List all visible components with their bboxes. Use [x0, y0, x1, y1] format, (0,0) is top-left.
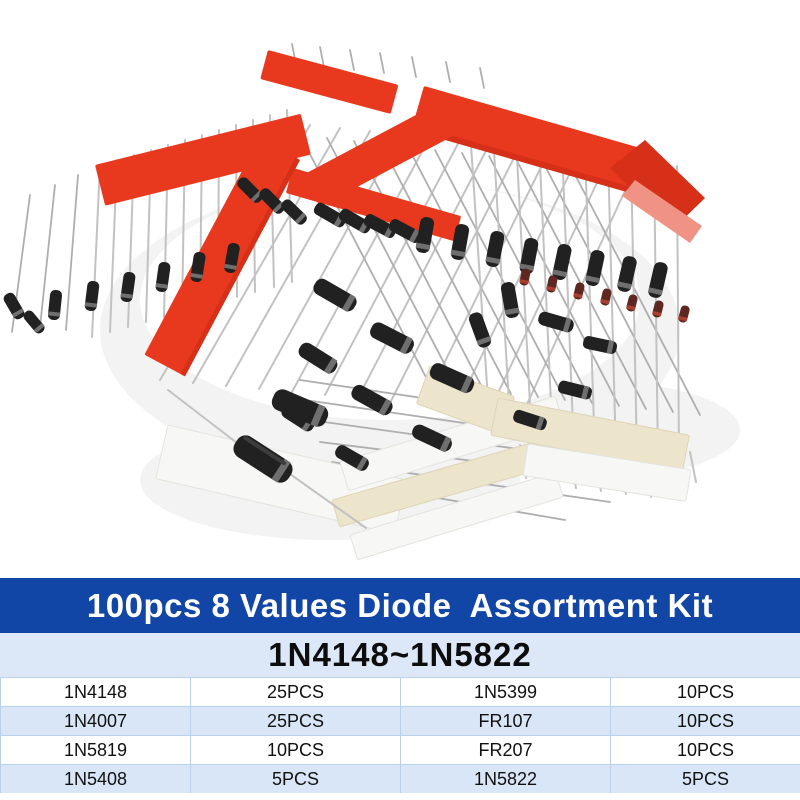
qty-cell: 5PCS [611, 765, 800, 794]
bottom-margin [0, 793, 800, 800]
product-photo [3, 43, 740, 560]
model-cell: FR107 [401, 707, 611, 736]
model-cell: 1N5408 [1, 765, 191, 794]
qty-cell: 10PCS [611, 707, 800, 736]
product-title: 100pcs 8 Values Diode Assortment Kit [86, 586, 714, 624]
qty-cell: 10PCS [611, 678, 800, 707]
range-bar: 1N4148~1N5822 [0, 633, 800, 677]
title-banner: 100pcs 8 Values Diode Assortment Kit [0, 578, 800, 633]
qty-cell: 10PCS [191, 736, 401, 765]
model-cell: 1N4148 [1, 678, 191, 707]
model-cell: FR207 [401, 736, 611, 765]
diode-bodies [3, 177, 690, 472]
qty-cell: 10PCS [611, 736, 800, 765]
spec-table: 1N4148 25PCS 1N5399 10PCS 1N4007 25PCS F… [0, 677, 800, 794]
model-range: 1N4148~1N5822 [268, 636, 532, 673]
model-cell: 1N5819 [1, 736, 191, 765]
qty-cell: 25PCS [191, 678, 401, 707]
model-cell: 1N5822 [401, 765, 611, 794]
qty-cell: 25PCS [191, 707, 401, 736]
qty-cell: 5PCS [191, 765, 401, 794]
large-diode [167, 389, 367, 529]
model-cell: 1N4007 [1, 707, 191, 736]
model-cell: 1N5399 [401, 678, 611, 707]
